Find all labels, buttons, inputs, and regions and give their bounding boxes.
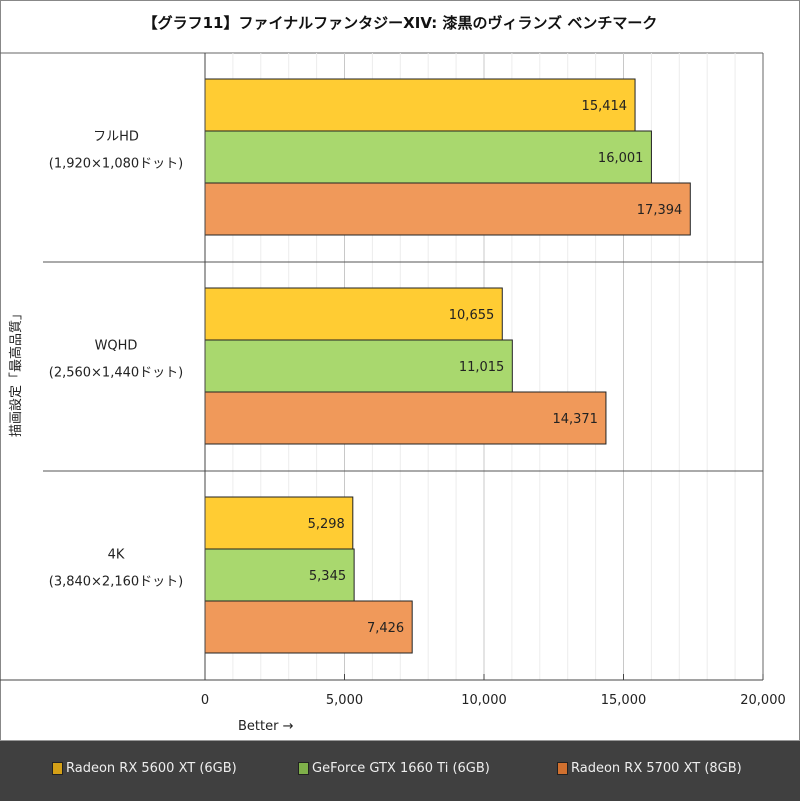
data-label: 10,655 [449,308,495,323]
x-tick-label: 10,000 [461,693,507,708]
bar [204,130,652,184]
bar [204,78,636,132]
x-axis-label: Better → [238,719,294,734]
bar [204,548,355,602]
legend-swatch [52,762,63,775]
bar [204,391,607,445]
data-label: 15,414 [582,99,628,114]
legend-label: Radeon RX 5700 XT (8GB) [571,761,742,776]
category-sublabel: (3,840×2,160ドット) [49,575,183,590]
category-sublabel: (2,560×1,440ドット) [49,366,183,381]
category-sublabel: (1,920×1,080ドット) [49,157,183,172]
legend-label: Radeon RX 5600 XT (6GB) [66,761,237,776]
legend-item: Radeon RX 5700 XT (8GB) [557,761,742,776]
data-label: 5,298 [308,517,345,532]
bar-chart: フルHD (1,920×1,080ドット) 15,414 16,001 17,394 WQ… [0,52,786,734]
legend-item: Radeon RX 5600 XT (6GB) [52,761,237,776]
legend-swatch [298,762,309,775]
data-label: 16,001 [598,151,644,166]
bar [204,600,413,654]
legend-item: GeForce GTX 1660 Ti (6GB) [298,761,490,776]
data-label: 17,394 [637,203,683,218]
x-tick-label: 0 [201,693,209,708]
bar [204,182,691,236]
data-label: 5,345 [309,569,346,584]
x-tick-label: 15,000 [601,693,647,708]
x-tick-label: 20,000 [740,693,786,708]
data-label: 14,371 [552,412,598,427]
category-label: 4K [108,548,125,563]
category-label: WQHD [95,339,138,354]
legend-label: GeForce GTX 1660 Ti (6GB) [312,761,490,776]
legend: Radeon RX 5600 XT (6GB) GeForce GTX 1660 … [0,740,800,801]
data-label: 7,426 [367,621,404,636]
legend-swatch [557,762,568,775]
bar [204,287,503,341]
category-label: フルHD [93,130,139,145]
x-tick-label: 5,000 [326,693,363,708]
y-axis-label: 描画設定「最高品質」 [8,307,24,437]
chart-title: 【グラフ11】ファイナルファンタジーXIV: 漆黒のヴィランズ ベンチマーク [142,14,658,32]
data-label: 11,015 [459,360,505,375]
